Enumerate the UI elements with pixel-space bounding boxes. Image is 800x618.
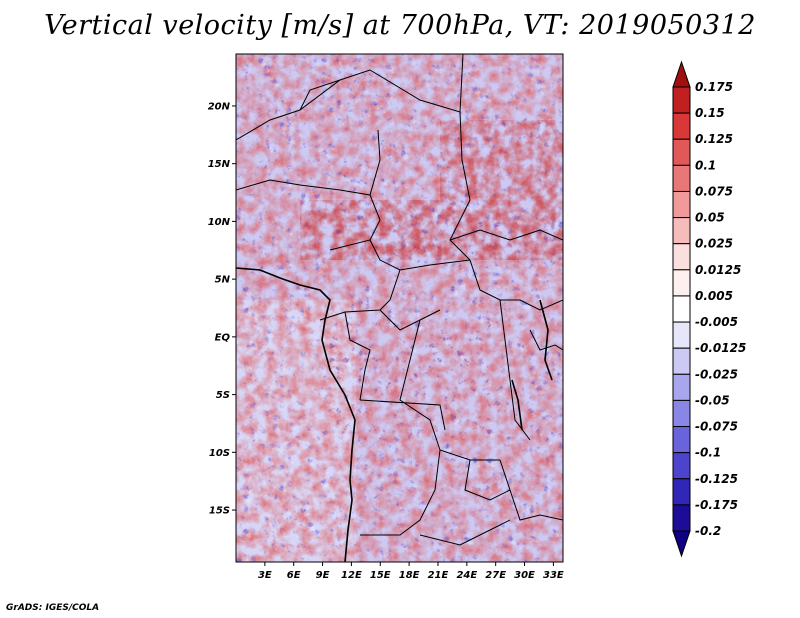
- colorbar-level-label: -0.025: [695, 367, 738, 381]
- lon-tick-label: 24E: [456, 570, 477, 581]
- lat-tick-label: 5N: [215, 275, 231, 286]
- colorbar-level-label: 0.075: [695, 184, 733, 198]
- colorbar-level-label: 0.05: [695, 211, 725, 225]
- grads-credit: GrADS: IGES/COLA: [6, 603, 100, 613]
- colorbar-level-label: 0.025: [695, 237, 733, 251]
- colorbar-level-label: -0.125: [695, 472, 738, 486]
- lon-tick-label: 15E: [370, 570, 391, 581]
- colorbar-level-label: -0.05: [695, 393, 730, 407]
- vertical-velocity-field: [236, 54, 563, 562]
- lon-tick-label: 27E: [485, 570, 506, 581]
- colorbar-swatch: [672, 243, 691, 271]
- colorbar-swatch: [672, 478, 691, 506]
- colorbar-swatch: [672, 373, 691, 401]
- map-frame: [235, 53, 564, 563]
- lat-tick-label: 5S: [216, 390, 230, 401]
- colorbar-swatch: [672, 86, 691, 114]
- colorbar-level-label: 0.125: [695, 132, 733, 146]
- lon-tick-label: 30E: [514, 570, 535, 581]
- colorbar-level-label: -0.1: [695, 446, 721, 460]
- colorbar-level-label: 0.175: [695, 80, 733, 94]
- colorbar-level-label: -0.2: [695, 524, 721, 538]
- colorbar-swatch: [672, 190, 691, 219]
- colorbar-swatch: [672, 138, 691, 166]
- colorbar-swatch: [672, 426, 691, 454]
- country-borders: [236, 54, 563, 546]
- colorbar-level-label: 0.005: [695, 289, 733, 303]
- colorbar-level-label: -0.0125: [695, 341, 746, 355]
- latitude-axis: 20N 15N 10N 5N EQ 5S 10S 15S: [208, 101, 236, 517]
- colorbar-max-triangle: [672, 60, 691, 88]
- colorbar-level-label: -0.175: [695, 498, 738, 512]
- colorbar-level-label: 0.1: [695, 158, 716, 172]
- colorbar-swatch: [672, 347, 691, 375]
- lon-tick-label: 3E: [258, 570, 272, 581]
- lat-tick-label: 15S: [209, 506, 230, 517]
- lat-tick-label: 10S: [209, 448, 230, 459]
- coastlines: [236, 267, 553, 562]
- lat-tick-label: 15N: [208, 159, 231, 170]
- colorbar-swatch: [672, 321, 691, 349]
- colorbar-swatch: [672, 399, 691, 428]
- lat-tick-label: 20N: [208, 101, 231, 112]
- colorbar-swatch: [672, 217, 691, 245]
- colorbar-level-label: -0.005: [695, 315, 738, 329]
- lon-tick-label: 9E: [316, 570, 330, 581]
- colorbar-swatch: [672, 295, 691, 323]
- lon-tick-label: 12E: [341, 570, 362, 581]
- colorbar: 0.175 0.15 0.125 0.1 0.075 0.05 0.025 0.0125 0.0…: [672, 60, 746, 558]
- lon-tick-label: 33E: [543, 570, 564, 581]
- lon-tick-label: 18E: [399, 570, 420, 581]
- colorbar-swatch: [672, 504, 691, 532]
- lon-tick-label: 21E: [428, 570, 449, 581]
- colorbar-swatch: [672, 452, 691, 480]
- colorbar-level-label: 0.15: [695, 106, 725, 120]
- colorbar-level-label: 0.0125: [695, 263, 741, 277]
- lat-tick-label: 10N: [208, 217, 231, 228]
- colorbar-level-label: -0.075: [695, 420, 738, 434]
- colorbar-swatch: [672, 112, 691, 140]
- map-title: Vertical velocity [m/s] at 700hPa, VT: 2…: [44, 10, 756, 41]
- colorbar-min-triangle: [672, 530, 691, 558]
- lat-tick-label: EQ: [215, 332, 231, 343]
- lon-tick-label: 6E: [287, 570, 301, 581]
- colorbar-swatch: [672, 269, 691, 297]
- colorbar-swatch: [672, 164, 691, 192]
- longitude-axis: 3E 6E 9E 12E 15E 18E 21E 24E 27E 30E 33E: [258, 562, 564, 581]
